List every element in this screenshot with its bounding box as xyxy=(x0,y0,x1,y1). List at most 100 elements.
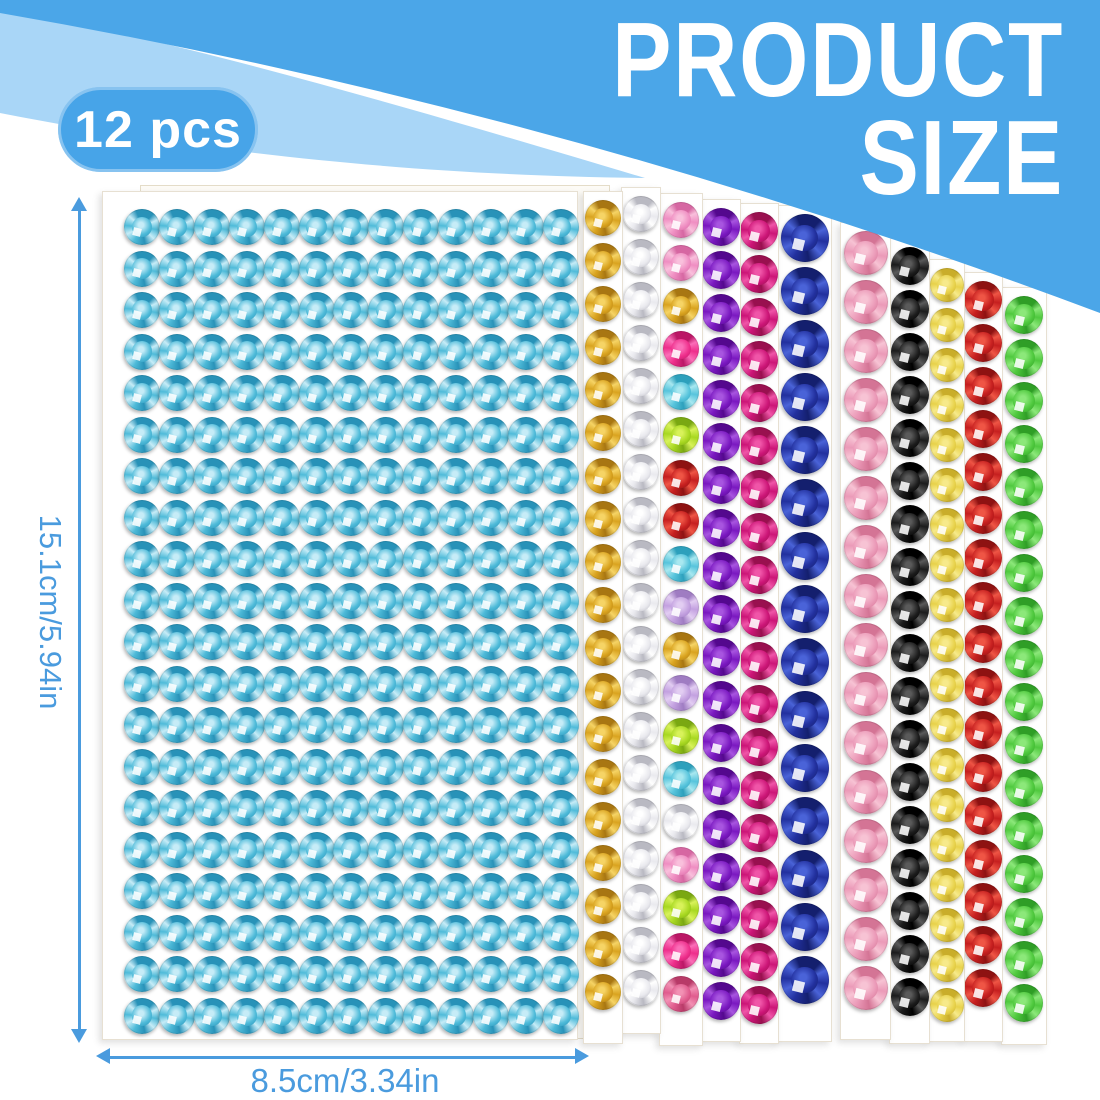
rhinestone-gem xyxy=(929,628,964,662)
gem-glint xyxy=(1013,357,1025,369)
rhinestone-gem xyxy=(368,748,405,785)
rhinestone-gem xyxy=(298,790,335,826)
rhinestone-gem xyxy=(368,333,405,370)
rhinestone-gem xyxy=(158,831,195,868)
rhinestone-gem xyxy=(333,748,370,785)
gem-glint xyxy=(1013,314,1025,326)
rhinestone-gem xyxy=(438,956,475,992)
rhinestone-gem xyxy=(228,416,265,453)
gem-glint xyxy=(341,558,352,569)
rhinestone-gem xyxy=(623,669,659,705)
rhinestone-gem xyxy=(1005,812,1043,850)
gem-glint xyxy=(341,766,352,777)
gem-glint xyxy=(376,268,387,279)
rhinestone-gem xyxy=(228,458,265,494)
rhinestone-gem xyxy=(740,298,778,336)
rhinestone-gem xyxy=(438,209,475,245)
rhinestone-gem xyxy=(890,677,929,715)
gem-glint xyxy=(710,871,722,883)
gem-glint xyxy=(376,724,387,735)
rhinestone-gem xyxy=(780,638,829,686)
rhinestone-gem xyxy=(843,574,888,618)
gem-glint xyxy=(341,351,352,362)
rhinestone-gem xyxy=(473,707,509,743)
rhinestone-gem xyxy=(193,458,230,494)
gem-glint xyxy=(710,828,722,840)
rhinestone-gem xyxy=(193,873,230,909)
rhinestone-gem xyxy=(507,831,544,868)
gem-glint xyxy=(376,517,387,528)
rhinestone-gem xyxy=(333,914,370,951)
rhinestone-gem xyxy=(263,250,300,287)
rhinestone-gem xyxy=(403,292,440,328)
rhinestone-gem xyxy=(473,956,509,992)
rhinestone-gem xyxy=(228,914,265,951)
rhinestone-gem xyxy=(585,802,621,838)
rhinestone-gem xyxy=(929,388,964,422)
rhinestone-gem xyxy=(403,541,440,577)
rhinestone-gem xyxy=(663,503,699,539)
rhinestone-gem xyxy=(623,325,659,361)
rhinestone-gem xyxy=(403,831,440,868)
gem-glint xyxy=(376,766,387,777)
rhinestone-gem xyxy=(298,375,335,411)
gem-glint xyxy=(341,475,352,486)
rhinestone-gem xyxy=(740,470,778,508)
sticker-sheet-lightpink xyxy=(840,222,891,1040)
rhinestone-gem xyxy=(542,831,579,868)
rhinestone-gem xyxy=(585,716,621,752)
rhinestone-gem xyxy=(228,831,265,868)
gem-glint xyxy=(1013,572,1025,584)
rhinestone-gem xyxy=(740,212,778,250)
gem-glint xyxy=(748,574,760,586)
rhinestone-gem xyxy=(333,333,370,370)
gem-glint xyxy=(710,441,722,453)
gem-glint xyxy=(376,309,387,320)
rhinestone-gem xyxy=(663,417,699,453)
rhinestone-gem xyxy=(843,427,888,471)
rhinestone-gem xyxy=(438,375,475,411)
rhinestone-gem xyxy=(929,308,964,342)
rhinestone-gem xyxy=(438,997,475,1034)
rhinestone-gem xyxy=(403,624,440,660)
rhinestone-gem xyxy=(473,582,509,619)
rhinestone-gem xyxy=(403,707,440,743)
rhinestone-gem xyxy=(542,582,579,619)
sticker-sheet-green xyxy=(1001,287,1047,1045)
rhinestone-gem xyxy=(158,707,195,743)
rhinestone-gem xyxy=(193,831,230,868)
gem-glint xyxy=(376,392,387,403)
sticker-sheet-multicolor xyxy=(659,193,703,1046)
rhinestone-gem xyxy=(298,582,335,619)
rhinestone-gem xyxy=(124,499,160,536)
rhinestone-gem xyxy=(507,707,544,743)
rhinestone-gem xyxy=(193,665,230,702)
gem-glint xyxy=(1013,744,1025,756)
rhinestone-gem xyxy=(890,548,929,586)
gem-glint xyxy=(748,445,760,457)
rhinestone-gem xyxy=(228,250,265,287)
rhinestone-gem xyxy=(333,873,370,909)
rhinestone-gem xyxy=(228,499,265,536)
rhinestone-gem xyxy=(333,209,370,245)
rhinestone-gem xyxy=(780,267,829,315)
rhinestone-gem xyxy=(158,873,195,909)
rhinestone-gem xyxy=(507,333,544,370)
rhinestone-gem xyxy=(124,873,160,909)
rhinestone-gem xyxy=(403,914,440,951)
gem-glint xyxy=(748,832,760,844)
rhinestone-gem xyxy=(542,665,579,702)
rhinestone-gem xyxy=(368,416,405,453)
rhinestone-gem xyxy=(702,853,740,891)
rhinestone-gem xyxy=(263,748,300,785)
rhinestone-gem xyxy=(507,209,544,245)
gem-glint xyxy=(341,600,352,611)
gem-glint xyxy=(411,1015,422,1026)
rhinestone-gem xyxy=(333,831,370,868)
rhinestone-gem xyxy=(507,541,544,577)
rhinestone-gem xyxy=(542,375,579,411)
rhinestone-gem xyxy=(333,790,370,826)
rhinestone-gem xyxy=(438,458,475,494)
rhinestone-gem xyxy=(158,748,195,785)
rhinestone-gem xyxy=(368,624,405,660)
